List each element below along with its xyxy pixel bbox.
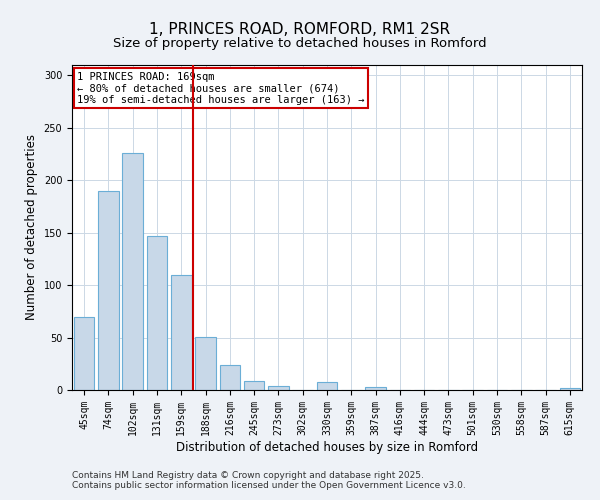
Bar — [98, 191, 119, 390]
Y-axis label: Number of detached properties: Number of detached properties — [25, 134, 38, 320]
Bar — [220, 365, 240, 390]
Bar — [560, 388, 580, 390]
Bar — [146, 236, 167, 390]
Text: 1, PRINCES ROAD, ROMFORD, RM1 2SR: 1, PRINCES ROAD, ROMFORD, RM1 2SR — [149, 22, 451, 38]
Text: Contains HM Land Registry data © Crown copyright and database right 2025.
Contai: Contains HM Land Registry data © Crown c… — [72, 470, 466, 490]
Text: Size of property relative to detached houses in Romford: Size of property relative to detached ho… — [113, 38, 487, 51]
X-axis label: Distribution of detached houses by size in Romford: Distribution of detached houses by size … — [176, 440, 478, 454]
Bar — [171, 274, 191, 390]
Bar — [365, 387, 386, 390]
Bar — [122, 153, 143, 390]
Bar — [317, 382, 337, 390]
Bar — [195, 336, 216, 390]
Bar — [268, 386, 289, 390]
Bar — [74, 316, 94, 390]
Text: 1 PRINCES ROAD: 169sqm
← 80% of detached houses are smaller (674)
19% of semi-de: 1 PRINCES ROAD: 169sqm ← 80% of detached… — [77, 72, 365, 104]
Bar — [244, 380, 265, 390]
